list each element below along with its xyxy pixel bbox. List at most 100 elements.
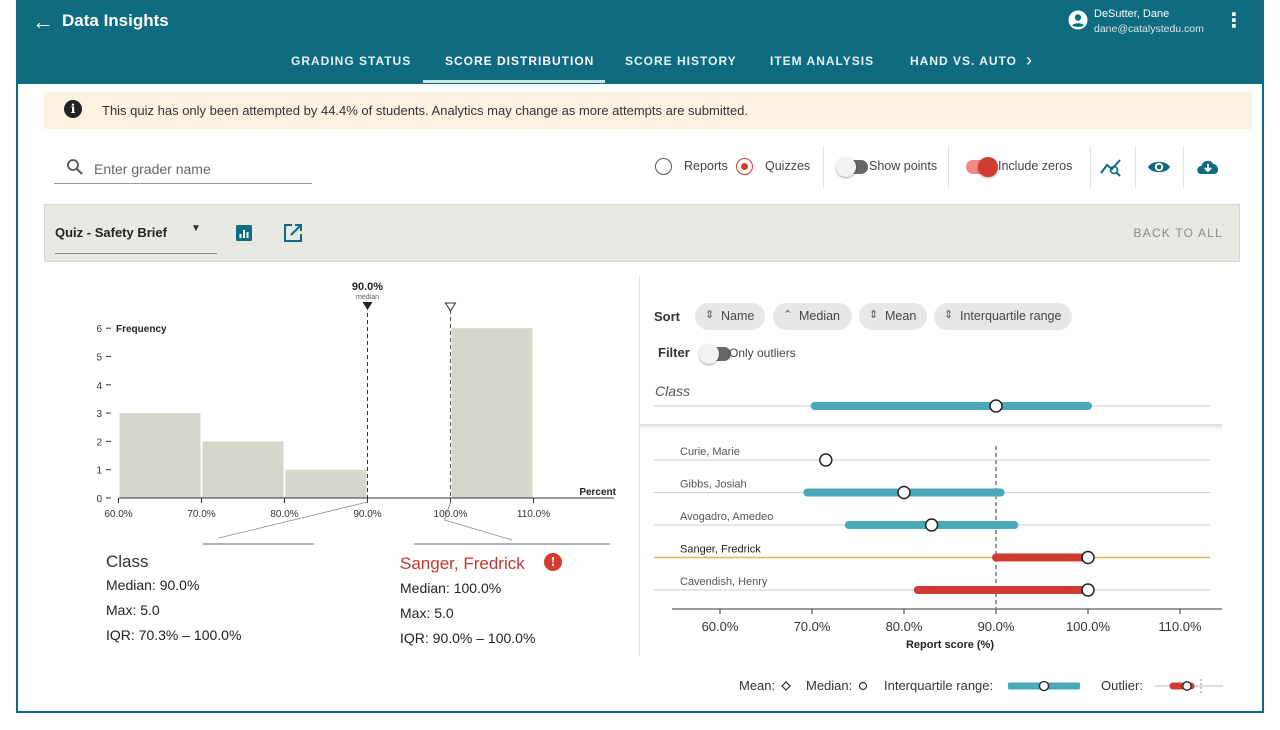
banner-text: This quiz has only been attempted by 44.… (102, 103, 749, 118)
radio-reports-label: Reports (684, 159, 728, 173)
student-name-label: Gibbs, Josiah (680, 479, 747, 491)
boxplot-chart: Curie, Marie Gibbs, Josiah Avogadro, Amede… (654, 399, 1222, 651)
x-tick-label: 110.0% (1158, 619, 1202, 634)
y-axis-label: Frequency (116, 324, 167, 335)
tab-item-analysis[interactable]: ITEM ANALYSIS (770, 54, 875, 68)
tab-grading-status[interactable]: GRADING STATUS (291, 54, 412, 68)
divider (1183, 146, 1184, 188)
diamond-icon (781, 681, 791, 691)
student-connector (443, 501, 513, 541)
caret-down-icon: ▼ (191, 223, 201, 234)
circle-icon (858, 681, 868, 691)
search-icon (67, 159, 83, 175)
bar-chart-icon[interactable] (235, 224, 253, 242)
student-name-label: Cavendish, Henry (680, 576, 768, 588)
cloud-download-icon[interactable] (1195, 154, 1221, 180)
search-input[interactable] (94, 158, 304, 180)
divider (823, 146, 824, 188)
info-icon: i (64, 100, 82, 118)
quiz-select-value: Quiz - Safety Brief (55, 225, 167, 240)
x-axis-label: Report score (%) (906, 639, 994, 651)
chevron-right-icon[interactable]: › (1026, 50, 1032, 70)
y-tick-label: 6 (96, 324, 102, 335)
attempt-warning-banner: i This quiz has only been attempted by 4… (44, 92, 1252, 129)
app-window: ← Data Insights DeSutter, Dane dane@cata… (16, 0, 1264, 713)
outlier-swatch (1155, 679, 1223, 693)
quiz-toolbar: Quiz - Safety Brief ▼ BACK TO ALL (44, 204, 1240, 262)
x-tick-label: 70.0% (187, 509, 215, 520)
show-points-toggle[interactable] (836, 157, 868, 177)
histogram-chart: 0 1 2 3 4 5 6 Frequency 60.0% 70.0% 80.0% 90.0% 100.… (96, 281, 617, 545)
histogram-bar (202, 441, 284, 498)
sort-mean-label: Mean (885, 309, 917, 323)
student-median: Median: 100.0% (400, 580, 502, 596)
y-tick-label: 1 (96, 466, 102, 477)
quiz-select[interactable]: Quiz - Safety Brief ▼ (55, 220, 217, 254)
class-median: Median: 90.0% (106, 577, 200, 593)
y-tick-label: 0 (96, 494, 102, 505)
x-tick-label: 70.0% (794, 619, 831, 634)
divider (1090, 146, 1091, 188)
row-median-marker (1081, 550, 1095, 565)
include-zeros-toggle[interactable] (966, 157, 998, 177)
sort-iqr-chip[interactable]: ⇕ Interquartile range (934, 303, 1072, 330)
radio-reports[interactable] (655, 158, 672, 175)
class-row-label: Class (655, 383, 691, 399)
x-tick-label: 100.0% (1066, 619, 1111, 634)
back-arrow-icon[interactable]: ← (32, 9, 54, 34)
alert-icon[interactable]: ! (544, 553, 562, 571)
back-to-all-button[interactable]: BACK TO ALL (1133, 226, 1223, 240)
panel-divider (639, 276, 640, 656)
x-tick-label: 110.0% (517, 509, 550, 520)
row-median-marker (1081, 583, 1095, 597)
active-tab-indicator (423, 80, 605, 83)
account-icon[interactable] (1068, 10, 1088, 30)
student-summary-title: Sanger, Fredrick (400, 554, 525, 573)
chart-legend: Mean: Median: Interquartile range: Outli… (718, 676, 1238, 696)
tab-score-history[interactable]: SCORE HISTORY (625, 54, 737, 68)
row-median-marker (924, 518, 939, 532)
top-bar: ← Data Insights DeSutter, Dane dane@cata… (18, 0, 1262, 84)
sort-mean-chip[interactable]: ⇕ Mean (859, 303, 927, 330)
divider (948, 146, 949, 188)
sort-label: Sort (654, 309, 680, 324)
tab-hand-vs-auto[interactable]: HAND VS. AUTO (910, 54, 1018, 68)
x-axis-label: Percent (579, 487, 616, 498)
legend-mean-label: Mean: (739, 678, 776, 693)
median-value-label: 90.0% (352, 281, 383, 293)
row-median-marker (897, 485, 911, 500)
y-tick-label: 2 (96, 437, 102, 448)
sort-icon: ⇕ (869, 309, 879, 321)
app-title: Data Insights (62, 11, 169, 30)
student-name-label: Curie, Marie (680, 446, 740, 458)
sort-median-chip[interactable]: ⌃ Median (773, 303, 852, 330)
radio-quizzes[interactable] (736, 158, 753, 175)
radio-quizzes-label: Quizzes (765, 159, 811, 173)
median-marker (362, 302, 373, 310)
x-tick-label: 60.0% (702, 619, 739, 634)
more-options-icon[interactable]: ⋮ (1224, 10, 1244, 32)
tab-score-distribution[interactable]: SCORE DISTRIBUTION (445, 54, 595, 68)
trend-icon[interactable] (1098, 154, 1124, 180)
only-outliers-label: Only outliers (729, 346, 796, 360)
x-tick-label: 90.0% (978, 619, 1015, 634)
x-tick-label: 60.0% (104, 509, 132, 520)
divider (1135, 146, 1136, 188)
class-iqr: IQR: 70.3% – 100.0% (106, 627, 242, 643)
class-median-marker (989, 399, 1003, 413)
eye-icon[interactable] (1146, 154, 1172, 180)
student-name-label: Avogadro, Amedeo (680, 511, 773, 523)
histogram-bar (285, 469, 367, 498)
sort-name-chip[interactable]: ⇕ Name (695, 303, 765, 330)
open-external-icon[interactable] (283, 223, 303, 243)
class-row-separator (640, 424, 1222, 430)
student-iqr: IQR: 90.0% – 100.0% (400, 630, 536, 646)
class-summary-title: Class (106, 552, 149, 571)
only-outliers-toggle[interactable] (699, 344, 731, 364)
student-marker (444, 302, 457, 312)
show-points-label: Show points (869, 159, 938, 173)
x-tick-label: 100.0% (434, 509, 468, 520)
legend-iqr-label: Interquartile range: (884, 678, 994, 693)
sort-icon: ⇕ (944, 309, 954, 321)
include-zeros-label: Include zeros (998, 159, 1073, 173)
